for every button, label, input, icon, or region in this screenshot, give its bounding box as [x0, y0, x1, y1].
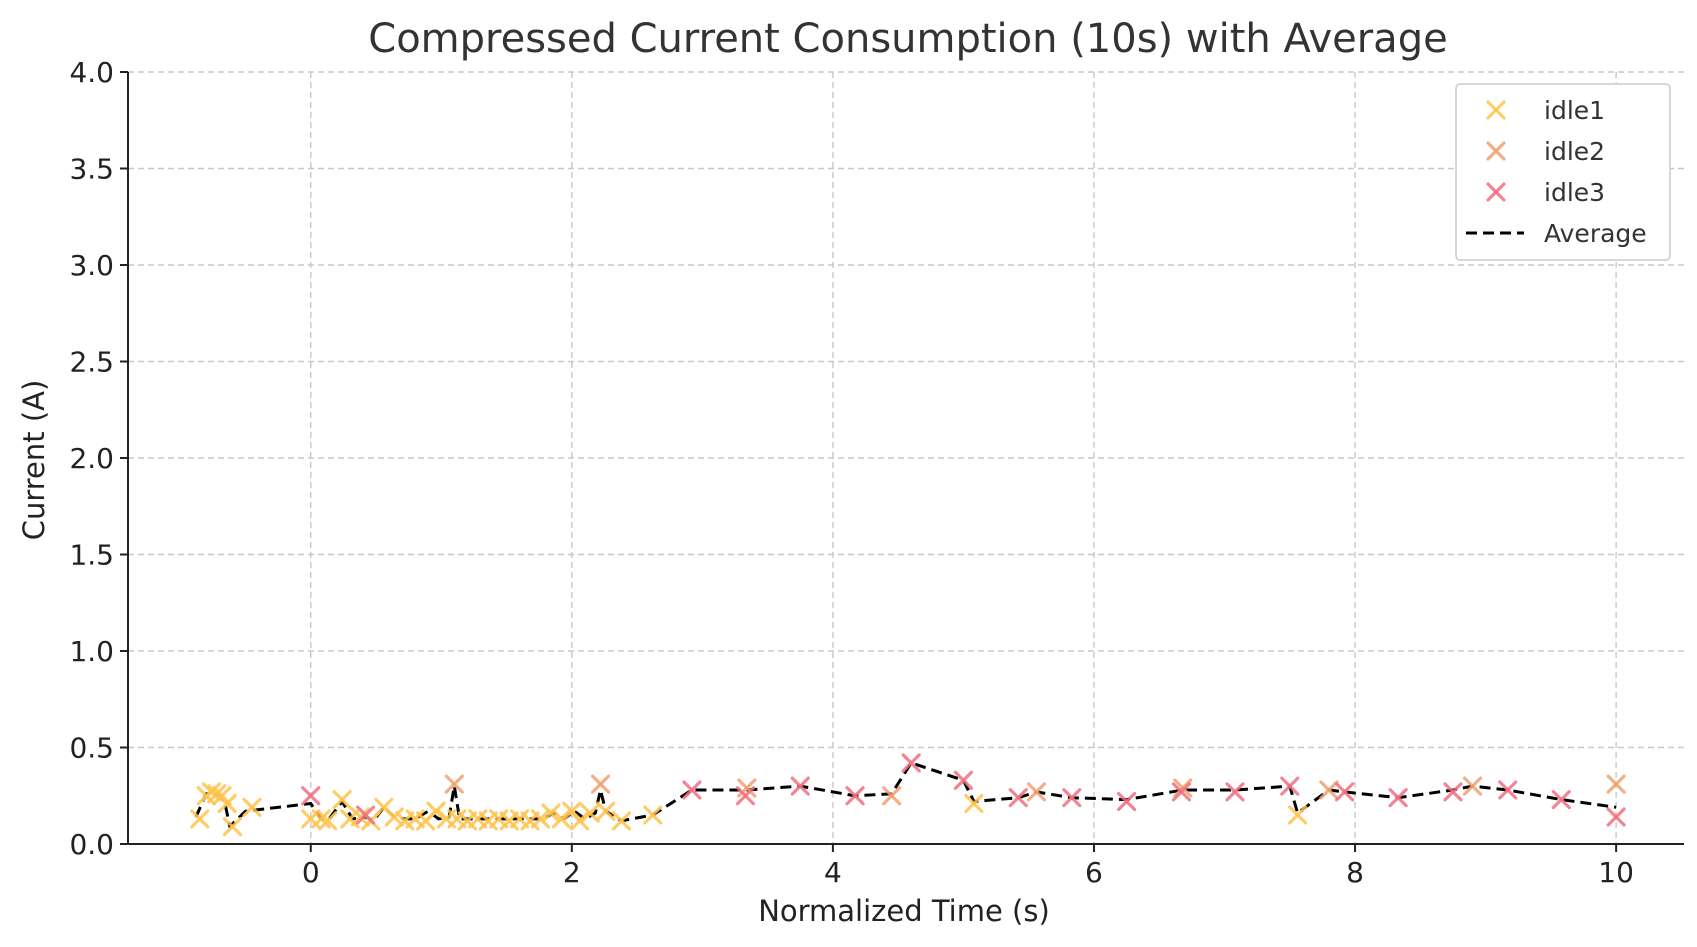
ticks-layer: 0 2 4 6 8 10 0.0 0.5 1.0 1.5 2.0 2.5 3.0 3.5 4.0	[69, 56, 1633, 889]
point-idle1	[212, 786, 232, 806]
point-idle1	[530, 809, 551, 829]
point-idle1	[541, 803, 561, 823]
point-idle1	[318, 811, 338, 831]
point-idle1	[222, 817, 243, 837]
point-idle1	[201, 782, 222, 802]
point-idle1	[332, 790, 352, 810]
y-tick-label: 3.5	[69, 153, 114, 186]
average-layer	[194, 761, 1617, 829]
point-idle2	[882, 786, 902, 806]
legend-items: idle1 idle2 idle3 Average	[1466, 96, 1647, 248]
point-idle2	[1462, 776, 1483, 796]
legend-label-idle3: idle3	[1544, 178, 1605, 207]
y-tick-label: 0.0	[69, 828, 114, 861]
point-idle1	[643, 805, 663, 825]
x-tick-label: 0	[302, 856, 320, 889]
point-idle3	[682, 780, 702, 800]
point-idle3	[1388, 788, 1408, 808]
y-axis-label: Current (A)	[17, 380, 51, 541]
average-line	[194, 761, 1617, 829]
point-idle1	[611, 811, 632, 831]
point-idle2	[1173, 778, 1193, 798]
y-tick-label: 1.0	[69, 635, 114, 668]
legend-label-idle1: idle1	[1544, 96, 1605, 125]
point-idle1	[350, 807, 370, 827]
point-idle1	[426, 801, 446, 821]
point-idle3	[1551, 790, 1571, 810]
point-idle1	[384, 807, 404, 827]
point-idle3	[1171, 782, 1192, 802]
x-tick-label: 6	[1085, 856, 1103, 889]
legend: idle1 idle2 idle3 Average	[1455, 83, 1671, 261]
point-idle2	[1606, 774, 1626, 794]
y-tick-label: 0.5	[69, 732, 114, 765]
legend-marker-idle1	[1486, 100, 1506, 120]
x-tick-label: 4	[824, 856, 842, 889]
point-idle3	[301, 786, 321, 806]
x-tick-label: 2	[563, 856, 581, 889]
point-idle3	[1225, 782, 1245, 802]
point-idle1	[217, 793, 237, 814]
point-idle3	[1280, 776, 1300, 796]
legend-marker-idle2	[1486, 141, 1506, 161]
legend-label-average: Average	[1544, 219, 1647, 248]
point-idle2	[1319, 780, 1339, 800]
point-idle2	[444, 774, 464, 794]
legend-marker-idle3	[1486, 182, 1506, 202]
point-idle3	[355, 805, 376, 825]
x-tick-label: 10	[1598, 856, 1634, 889]
legend-frame	[1455, 83, 1671, 261]
point-idle3	[1117, 791, 1137, 812]
grid-layer	[128, 71, 1684, 845]
point-idle1	[242, 797, 262, 817]
point-idle3	[1335, 782, 1355, 802]
point-idle3	[1443, 782, 1463, 802]
point-idle3	[1008, 788, 1028, 808]
y-tick-label: 3.0	[69, 249, 114, 282]
point-idle3	[1606, 807, 1626, 827]
y-tick-label: 2.5	[69, 346, 114, 379]
points-layer	[190, 753, 1626, 837]
y-tick-label: 2.0	[69, 442, 114, 475]
x-axis-label: Normalized Time (s)	[758, 894, 1050, 928]
point-idle1	[190, 809, 210, 829]
point-idle1	[964, 793, 984, 814]
y-tick-label: 4.0	[69, 56, 114, 89]
point-idle3	[953, 770, 974, 790]
y-tick-label: 1.5	[69, 539, 114, 572]
point-idle1	[551, 809, 571, 829]
point-idle3	[735, 786, 756, 806]
legend-label-idle2: idle2	[1544, 137, 1605, 166]
point-idle3	[1062, 788, 1082, 808]
point-idle1	[596, 801, 616, 821]
point-idle1	[580, 803, 600, 823]
point-idle3	[845, 786, 865, 806]
point-idle3	[901, 753, 921, 773]
point-idle1	[570, 811, 590, 831]
point-idle2	[590, 774, 611, 794]
x-tick-label: 8	[1346, 856, 1364, 889]
point-idle1	[1288, 805, 1308, 825]
point-idle2	[1026, 782, 1047, 802]
point-idle3	[790, 776, 810, 796]
point-idle3	[1498, 780, 1518, 800]
chart-title: Compressed Current Consumption (10s) wit…	[368, 16, 1447, 62]
